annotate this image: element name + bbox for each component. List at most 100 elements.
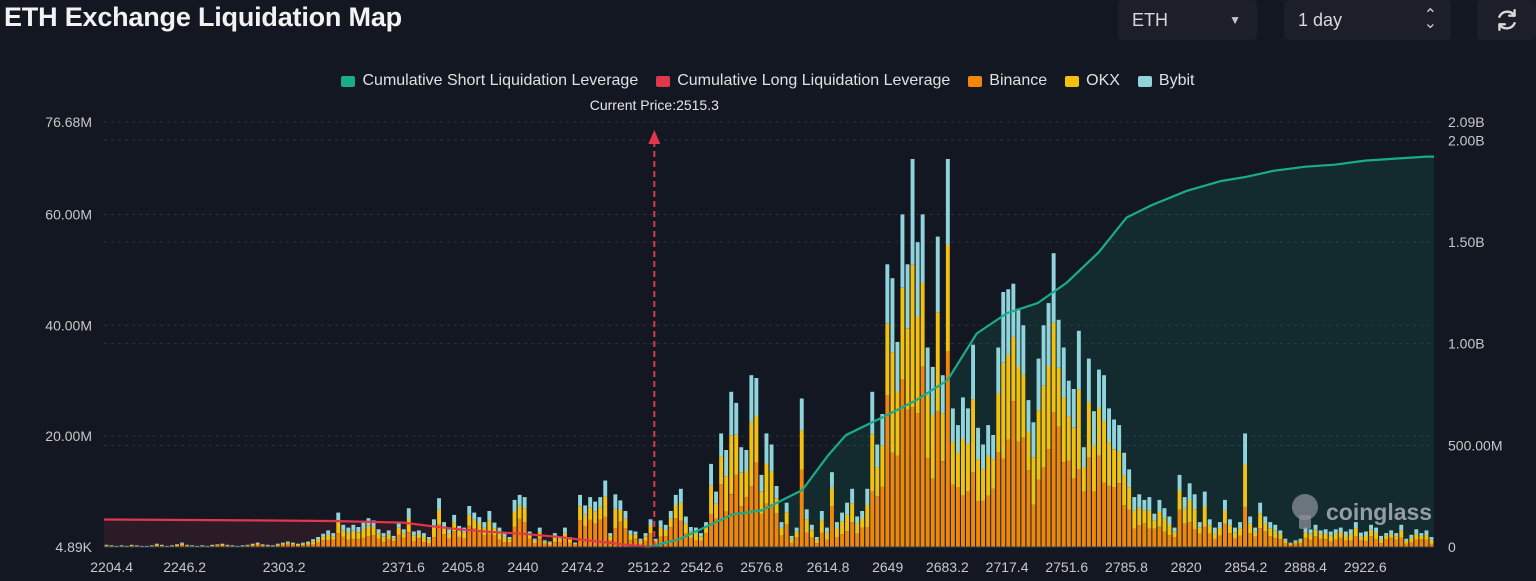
bar-segment-binance (799, 469, 804, 547)
bar-segment-okx (663, 529, 668, 537)
bar-segment-okx (1076, 389, 1081, 469)
bar-segment-binance (1041, 467, 1046, 547)
bar (915, 242, 920, 547)
bar (769, 444, 774, 547)
bar-segment-binance (1414, 539, 1419, 547)
bar-segment-binance (1348, 540, 1353, 547)
bar-segment-okx (971, 399, 975, 473)
bar-segment-okx (1001, 362, 1006, 459)
bar-segment-binance (890, 452, 895, 547)
bar-segment-bybit (789, 535, 794, 539)
bar-segment-bybit (452, 514, 457, 523)
bar-segment-okx (1353, 528, 1358, 536)
bar-segment-okx (749, 422, 754, 487)
legend-label: Cumulative Short Liquidation Leverage (362, 72, 639, 89)
bar (1071, 389, 1076, 547)
bar-segment-bybit (1303, 527, 1308, 533)
bar-segment-bybit (885, 264, 890, 324)
bar-segment-binance (1021, 437, 1026, 547)
bar-segment-binance (1298, 543, 1303, 547)
bar (1384, 533, 1389, 547)
bar-segment-binance (250, 545, 255, 547)
bar-segment-okx (200, 545, 205, 547)
legend-short-cumulative[interactable]: Cumulative Short Liquidation Leverage (341, 72, 638, 90)
bar (668, 511, 673, 547)
bar-segment-okx (1394, 536, 1399, 540)
bar-segment-binance (1147, 528, 1152, 547)
bar-segment-bybit (699, 533, 703, 537)
bar-segment-binance (568, 542, 572, 547)
bar-segment-bybit (1323, 529, 1328, 534)
legend-swatch (1065, 75, 1080, 87)
bar-segment-okx (255, 543, 260, 545)
bar-segment-binance (1238, 535, 1242, 547)
bar-segment-bybit (658, 520, 663, 528)
bar-segment-binance (860, 527, 865, 547)
bar-segment-okx (270, 545, 275, 547)
bar-segment-okx (991, 459, 996, 489)
bar (1056, 319, 1061, 547)
bar-segment-binance (1006, 439, 1011, 547)
bar-segment-binance (1212, 538, 1217, 547)
bar-segment-okx (900, 287, 905, 380)
bar (1076, 330, 1081, 547)
bar-segment-binance (482, 535, 487, 547)
bar-segment-bybit (905, 264, 910, 329)
bar-segment-okx (1258, 513, 1263, 529)
legend-binance[interactable]: Binance (968, 72, 1047, 90)
bar-segment-bybit (129, 544, 134, 546)
bar-segment-bybit (1202, 491, 1207, 507)
bar-segment-binance (895, 455, 900, 547)
y-right-tick-label: 1.00B (1448, 336, 1485, 352)
bar-segment-okx (260, 544, 265, 546)
bar-segment-binance (1404, 543, 1409, 547)
legend-long-cumulative[interactable]: Cumulative Long Liquidation Leverage (656, 72, 950, 90)
bar-segment-bybit (729, 391, 734, 436)
bar-segment-bybit (230, 545, 235, 546)
bar (245, 544, 250, 547)
bar-segment-binance (683, 533, 688, 547)
range-select[interactable]: 1 day ⌃ ⌄ (1284, 0, 1451, 40)
bar-segment-binance (1192, 529, 1197, 547)
refresh-button[interactable] (1477, 0, 1536, 40)
bar-segment-okx (361, 528, 366, 538)
bar-segment-bybit (260, 544, 265, 545)
bar-segment-bybit (381, 533, 386, 537)
bar (316, 537, 320, 547)
bar-segment-binance (1384, 539, 1389, 547)
bar-segment-binance (547, 544, 552, 547)
bar (321, 533, 326, 547)
bar-segment-okx (628, 534, 633, 540)
coin-select[interactable]: ETH ▼ (1118, 0, 1257, 40)
bar-segment-okx (311, 541, 315, 545)
bar (1107, 408, 1111, 547)
bar (1308, 529, 1313, 547)
bar-segment-binance (784, 524, 789, 547)
bar-segment-okx (1177, 490, 1182, 510)
bar (754, 378, 759, 547)
bar-segment-binance (648, 533, 653, 547)
bar-segment-okx (709, 485, 713, 514)
bar-segment-binance (1122, 505, 1127, 547)
bar-segment-bybit (291, 542, 295, 544)
bar (945, 159, 950, 547)
bar-segment-bybit (1223, 499, 1227, 511)
bar-segment-binance (1419, 539, 1424, 547)
bar-segment-bybit (1117, 425, 1122, 452)
bar-segment-binance (225, 545, 230, 547)
bar-segment-binance (1112, 487, 1116, 547)
bar-segment-bybit (709, 463, 713, 486)
bar (885, 264, 890, 547)
bar-segment-bybit (416, 530, 421, 534)
bar-segment-bybit (573, 542, 577, 544)
bar-segment-okx (104, 545, 109, 547)
bar-segment-binance (900, 379, 905, 547)
bar-segment-okx (1374, 532, 1378, 539)
legend-bybit[interactable]: Bybit (1137, 72, 1195, 90)
bar-segment-bybit (1167, 516, 1172, 525)
bar-segment-okx (855, 523, 860, 534)
bar-segment-bybit (603, 480, 608, 497)
bar-segment-bybit (432, 519, 436, 527)
bar (1132, 497, 1137, 547)
legend-okx[interactable]: OKX (1065, 72, 1120, 90)
